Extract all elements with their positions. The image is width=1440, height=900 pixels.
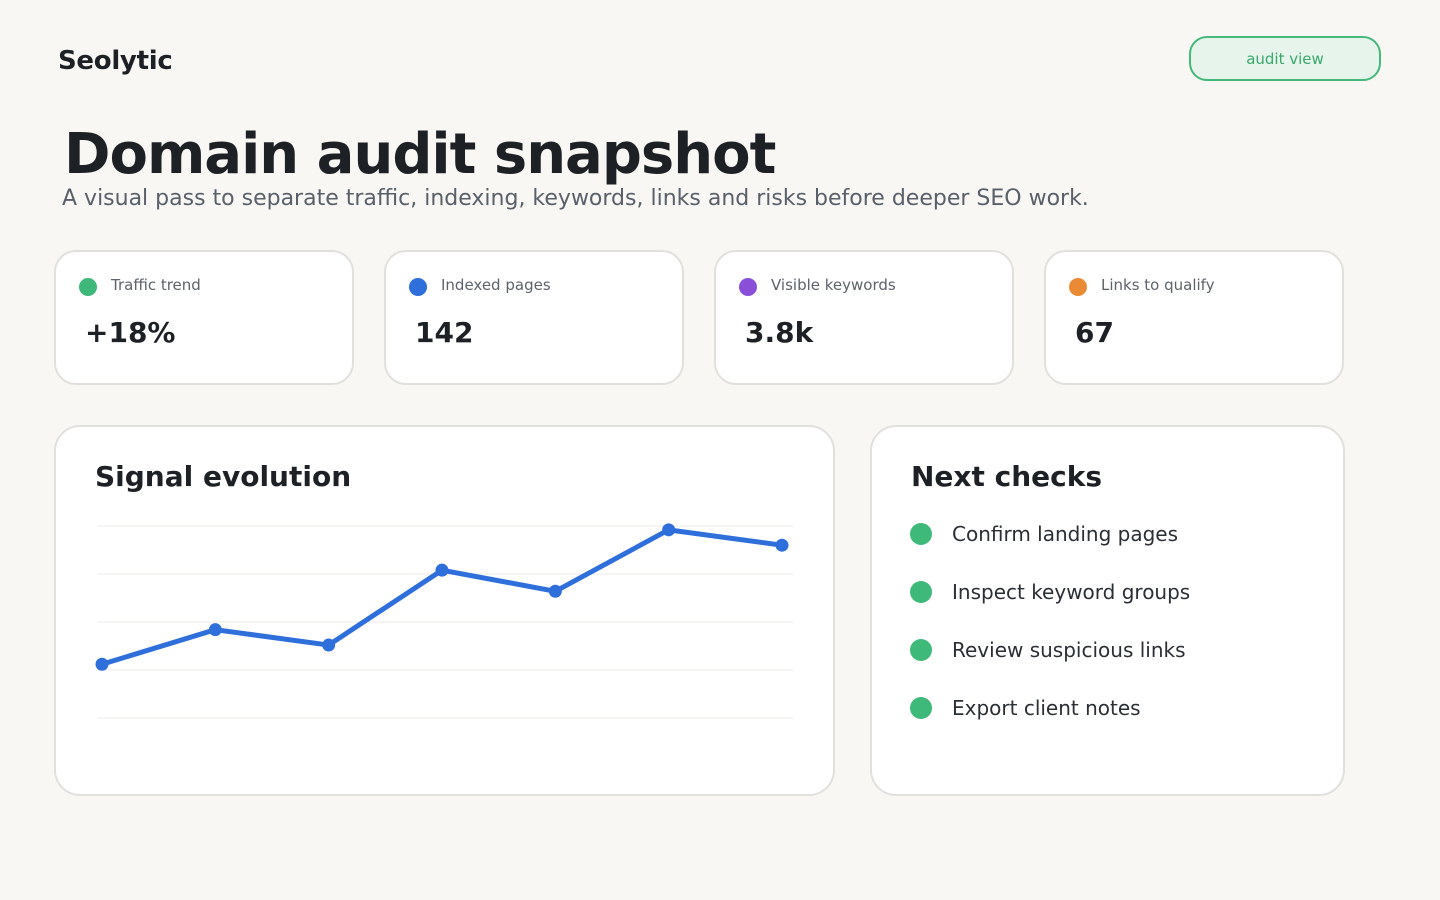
kpi-label: Indexed pages [441, 276, 551, 294]
page-title: Domain audit snapshot [64, 122, 776, 187]
status-dot [739, 278, 757, 296]
status-dot [1069, 278, 1087, 296]
data-point [662, 523, 676, 537]
data-point [322, 638, 336, 652]
kpi-card-links-to-qualify: Links to qualify 67 [1044, 250, 1344, 385]
list-item: Confirm landing pages [910, 519, 1190, 577]
panel-title: Next checks [911, 460, 1103, 493]
check-dot-icon [910, 639, 932, 661]
check-label: Inspect keyword groups [952, 580, 1191, 604]
kpi-label: Links to qualify [1101, 276, 1215, 294]
list-item: Inspect keyword groups [910, 577, 1190, 635]
list-item: Review suspicious links [910, 635, 1190, 693]
next-checks-panel: Next checks Confirm landing pages Inspec… [870, 425, 1345, 796]
check-dot-icon [910, 523, 932, 545]
brand-logo: Seolytic [58, 46, 173, 76]
data-point [95, 657, 109, 671]
series-line [99, 527, 785, 667]
data-point [435, 563, 449, 577]
signal-evolution-panel: Signal evolution [54, 425, 835, 796]
check-dot-icon [910, 697, 932, 719]
panel-title: Signal evolution [95, 460, 352, 493]
check-dot-icon [910, 581, 932, 603]
kpi-value: +18% [85, 316, 176, 349]
signal-line-chart [95, 523, 793, 719]
data-point [208, 623, 222, 637]
check-label: Review suspicious links [952, 638, 1186, 662]
kpi-value: 3.8k [745, 316, 814, 349]
audit-view-button[interactable]: audit view [1189, 36, 1381, 81]
kpi-card-indexed-pages: Indexed pages 142 [384, 250, 684, 385]
kpi-label: Visible keywords [771, 276, 896, 294]
list-item: Export client notes [910, 693, 1190, 751]
kpi-value: 67 [1075, 316, 1114, 349]
status-dot [79, 278, 97, 296]
kpi-card-traffic-trend: Traffic trend +18% [54, 250, 354, 385]
status-dot [409, 278, 427, 296]
kpi-card-visible-keywords: Visible keywords 3.8k [714, 250, 1014, 385]
check-label: Confirm landing pages [952, 522, 1179, 546]
data-point [548, 584, 562, 598]
kpi-label: Traffic trend [111, 276, 201, 294]
check-label: Export client notes [952, 696, 1141, 720]
next-checks-list: Confirm landing pages Inspect keyword gr… [910, 519, 1190, 751]
kpi-value: 142 [415, 316, 474, 349]
data-point [775, 538, 789, 552]
page-subtitle: A visual pass to separate traffic, index… [62, 186, 1089, 211]
